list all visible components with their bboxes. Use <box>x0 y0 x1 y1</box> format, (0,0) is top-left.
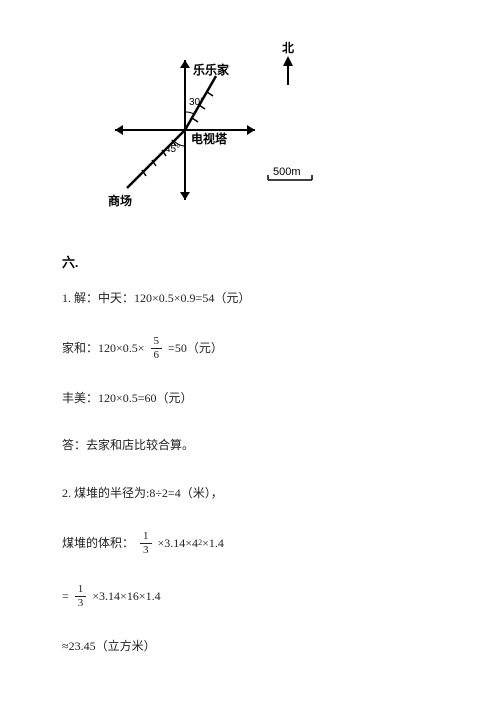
home-label: 乐乐家 <box>193 62 230 77</box>
angle-top-label: 30° <box>189 97 204 108</box>
frac-den: 6 <box>154 349 160 361</box>
mall-label: 商场 <box>108 193 132 208</box>
q1-jiahe-prefix: 家和：120×0.5× <box>62 339 145 358</box>
frac-num: 1 <box>140 531 152 544</box>
north-label: 北 <box>282 40 294 55</box>
q1-jiahe-fraction: 5 6 <box>151 336 163 361</box>
q2-step2-eq: = <box>62 587 69 606</box>
q2-volume-mid: ×3.14×4 <box>158 534 199 553</box>
q1-prefix: 1. 解：中天： <box>62 289 134 308</box>
q2-volume-line: 煤堆的体积： 1 3 ×3.14×42×1.4 <box>62 531 438 556</box>
q1-zhongtian-line: 1. 解：中天： 120×0.5×0.9=54（元） <box>62 289 438 308</box>
q2-radius-line: 2. 煤堆的半径为:8÷2=4（米）， <box>62 484 438 503</box>
q1-jiahe-line: 家和：120×0.5× 5 6 =50（元） <box>62 336 438 361</box>
frac-den: 3 <box>143 544 149 556</box>
q2-volume-suffix: ×1.4 <box>202 534 224 553</box>
q1-fengmei-line: 丰美：120×0.5=60（元） <box>62 389 438 408</box>
q2-frac2: 1 3 <box>75 584 87 609</box>
tower-label: 电视塔 <box>191 131 228 146</box>
frac-num: 1 <box>75 584 87 597</box>
diagram-svg: 30° 45° 乐乐家 电视塔 商场 北 500m <box>90 30 330 230</box>
angle-bottom-label: 45° <box>165 144 180 155</box>
q1-answer-line: 答：去家和店比较合算。 <box>62 436 438 455</box>
frac-den: 3 <box>78 597 84 609</box>
section-six-label: 六. <box>62 252 438 271</box>
q2-volume-prefix: 煤堆的体积： <box>62 534 134 553</box>
frac-num: 5 <box>151 336 163 349</box>
q2-approx-line: ≈23.45（立方米） <box>62 637 438 656</box>
q2-step2-line: = 1 3 ×3.14×16×1.4 <box>62 584 438 609</box>
q1-jiahe-suffix: =50（元） <box>168 339 223 358</box>
q2-step2-suffix: ×3.14×16×1.4 <box>92 587 160 606</box>
scale-label: 500m <box>273 166 301 178</box>
q1-zhongtian-expr: 120×0.5×0.9=54（元） <box>134 289 250 308</box>
q2-frac1: 1 3 <box>140 531 152 556</box>
compass-diagram: 30° 45° 乐乐家 电视塔 商场 北 500m <box>90 30 330 230</box>
